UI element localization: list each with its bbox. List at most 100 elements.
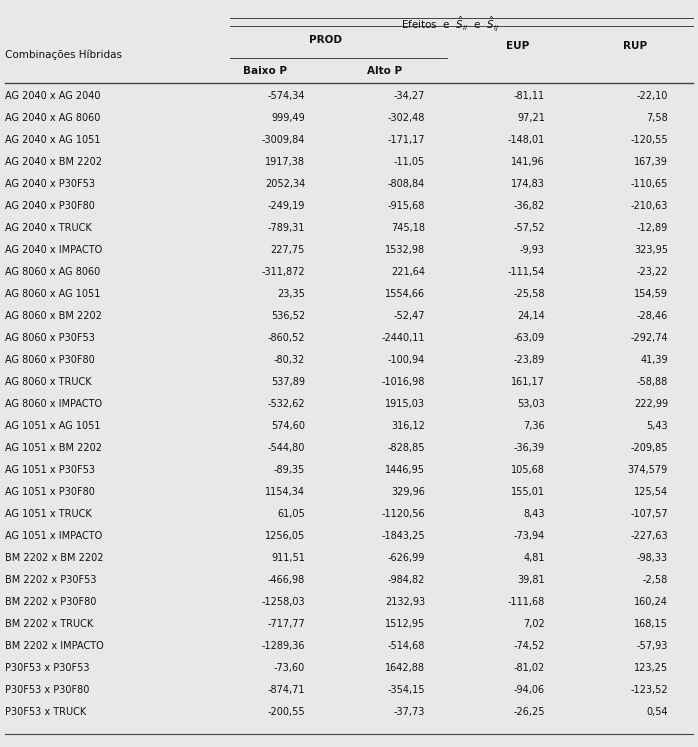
Text: 323,95: 323,95	[634, 245, 668, 255]
Text: AG 2040 x BM 2202: AG 2040 x BM 2202	[5, 157, 102, 167]
Text: 999,49: 999,49	[272, 113, 305, 123]
Text: 1532,98: 1532,98	[385, 245, 425, 255]
Text: -81,02: -81,02	[514, 663, 545, 673]
Text: -2440,11: -2440,11	[382, 333, 425, 343]
Text: AG 1051 x AG 1051: AG 1051 x AG 1051	[5, 421, 101, 431]
Text: -171,17: -171,17	[387, 135, 425, 145]
Text: 141,96: 141,96	[511, 157, 545, 167]
Text: -354,15: -354,15	[387, 685, 425, 695]
Text: -466,98: -466,98	[268, 575, 305, 585]
Text: 39,81: 39,81	[517, 575, 545, 585]
Text: -25,58: -25,58	[514, 289, 545, 299]
Text: -110,65: -110,65	[630, 179, 668, 189]
Text: 911,51: 911,51	[271, 553, 305, 563]
Text: -1258,03: -1258,03	[261, 597, 305, 607]
Text: 7,36: 7,36	[524, 421, 545, 431]
Text: 221,64: 221,64	[391, 267, 425, 277]
Text: -111,54: -111,54	[507, 267, 545, 277]
Text: -1016,98: -1016,98	[382, 377, 425, 387]
Text: -107,57: -107,57	[630, 509, 668, 519]
Text: 574,60: 574,60	[271, 421, 305, 431]
Text: AG 8060 x BM 2202: AG 8060 x BM 2202	[5, 311, 102, 321]
Text: 41,39: 41,39	[640, 355, 668, 365]
Text: -23,89: -23,89	[514, 355, 545, 365]
Text: 154,59: 154,59	[634, 289, 668, 299]
Text: -74,52: -74,52	[514, 641, 545, 651]
Text: -200,55: -200,55	[267, 707, 305, 717]
Text: 125,54: 125,54	[634, 487, 668, 497]
Text: -532,62: -532,62	[267, 399, 305, 409]
Text: 222,99: 222,99	[634, 399, 668, 409]
Text: 8,43: 8,43	[524, 509, 545, 519]
Text: -860,52: -860,52	[267, 333, 305, 343]
Text: AG 8060 x IMPACTO: AG 8060 x IMPACTO	[5, 399, 102, 409]
Text: P30F53 x TRUCK: P30F53 x TRUCK	[5, 707, 87, 717]
Text: -1120,56: -1120,56	[381, 509, 425, 519]
Text: -808,84: -808,84	[388, 179, 425, 189]
Text: 174,83: 174,83	[511, 179, 545, 189]
Text: Alto P: Alto P	[367, 66, 403, 76]
Text: -544,80: -544,80	[267, 443, 305, 453]
Text: AG 1051 x IMPACTO: AG 1051 x IMPACTO	[5, 531, 102, 541]
Text: -36,82: -36,82	[514, 201, 545, 211]
Text: -789,31: -789,31	[267, 223, 305, 233]
Text: -57,93: -57,93	[637, 641, 668, 651]
Text: RUP: RUP	[623, 41, 647, 51]
Text: -89,35: -89,35	[274, 465, 305, 475]
Text: -717,77: -717,77	[267, 619, 305, 629]
Text: BM 2202 x BM 2202: BM 2202 x BM 2202	[5, 553, 103, 563]
Text: AG 1051 x BM 2202: AG 1051 x BM 2202	[5, 443, 102, 453]
Text: 1554,66: 1554,66	[385, 289, 425, 299]
Text: 0,54: 0,54	[646, 707, 668, 717]
Text: -98,33: -98,33	[637, 553, 668, 563]
Text: 97,21: 97,21	[517, 113, 545, 123]
Text: 161,17: 161,17	[511, 377, 545, 387]
Text: -34,27: -34,27	[394, 91, 425, 101]
Text: -80,32: -80,32	[274, 355, 305, 365]
Text: -52,47: -52,47	[394, 311, 425, 321]
Text: 24,14: 24,14	[517, 311, 545, 321]
Text: AG 2040 x TRUCK: AG 2040 x TRUCK	[5, 223, 91, 233]
Text: 1446,95: 1446,95	[385, 465, 425, 475]
Text: -1289,36: -1289,36	[262, 641, 305, 651]
Text: AG 8060 x P30F53: AG 8060 x P30F53	[5, 333, 95, 343]
Text: -81,11: -81,11	[514, 91, 545, 101]
Text: 1154,34: 1154,34	[265, 487, 305, 497]
Text: -209,85: -209,85	[630, 443, 668, 453]
Text: AG 2040 x AG 2040: AG 2040 x AG 2040	[5, 91, 101, 101]
Text: 105,68: 105,68	[511, 465, 545, 475]
Text: AG 8060 x AG 8060: AG 8060 x AG 8060	[5, 267, 101, 277]
Text: BM 2202 x P30F53: BM 2202 x P30F53	[5, 575, 96, 585]
Text: -574,34: -574,34	[267, 91, 305, 101]
Text: 53,03: 53,03	[517, 399, 545, 409]
Text: 4,81: 4,81	[524, 553, 545, 563]
Text: PROD: PROD	[309, 35, 341, 45]
Text: 536,52: 536,52	[271, 311, 305, 321]
Text: P30F53 x P30F53: P30F53 x P30F53	[5, 663, 89, 673]
Text: 1512,95: 1512,95	[385, 619, 425, 629]
Text: AG 2040 x P30F53: AG 2040 x P30F53	[5, 179, 95, 189]
Text: -915,68: -915,68	[387, 201, 425, 211]
Text: -120,55: -120,55	[630, 135, 668, 145]
Text: 2132,93: 2132,93	[385, 597, 425, 607]
Text: -63,09: -63,09	[514, 333, 545, 343]
Text: BM 2202 x IMPACTO: BM 2202 x IMPACTO	[5, 641, 104, 651]
Text: -227,63: -227,63	[630, 531, 668, 541]
Text: 5,43: 5,43	[646, 421, 668, 431]
Text: 329,96: 329,96	[391, 487, 425, 497]
Text: AG 2040 x IMPACTO: AG 2040 x IMPACTO	[5, 245, 102, 255]
Text: 7,02: 7,02	[524, 619, 545, 629]
Text: -311,872: -311,872	[261, 267, 305, 277]
Text: -100,94: -100,94	[388, 355, 425, 365]
Text: -210,63: -210,63	[630, 201, 668, 211]
Text: 168,15: 168,15	[634, 619, 668, 629]
Text: -36,39: -36,39	[514, 443, 545, 453]
Text: -22,10: -22,10	[637, 91, 668, 101]
Text: -626,99: -626,99	[387, 553, 425, 563]
Text: AG 2040 x AG 8060: AG 2040 x AG 8060	[5, 113, 101, 123]
Text: 374,579: 374,579	[628, 465, 668, 475]
Text: -9,93: -9,93	[520, 245, 545, 255]
Text: -3009,84: -3009,84	[262, 135, 305, 145]
Text: 745,18: 745,18	[391, 223, 425, 233]
Text: -302,48: -302,48	[387, 113, 425, 123]
